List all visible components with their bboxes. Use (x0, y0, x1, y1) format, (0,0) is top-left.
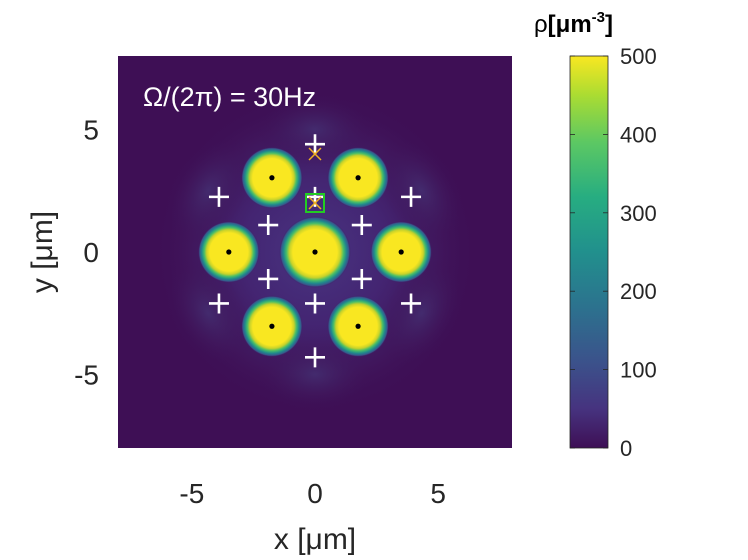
colorbar-title-unit: [μm (548, 11, 592, 38)
vortex-core-dot (355, 323, 361, 329)
plus-marker (351, 215, 372, 236)
colorbar-ticks: 500 400 300 200 100 0 (570, 44, 657, 461)
colorbar-title-exponent: -3 (592, 9, 605, 26)
halo-lobe (255, 92, 375, 167)
halo-lobe (164, 136, 252, 246)
plus-marker (258, 268, 279, 289)
cross-marker (308, 147, 322, 161)
square-marker-box (305, 193, 325, 213)
plus-marker (258, 215, 279, 236)
colorbar-tick-label: 500 (620, 44, 657, 69)
vortex-cores (226, 175, 404, 329)
colorbar-scale (569, 55, 609, 449)
halo-lobe (378, 136, 466, 246)
cross-marker (308, 196, 322, 210)
x-axis-label: x [μm] (274, 523, 356, 556)
colorbar-tick-label: 100 (620, 358, 657, 383)
plus-marker (305, 347, 325, 368)
plus-marker (208, 293, 229, 314)
vortex-core-dot (269, 175, 275, 181)
colorbar-tick-label: 0 (620, 436, 632, 461)
vortex-core-dot (312, 249, 318, 255)
halo-lobe (255, 337, 375, 412)
colorbar-title: ρ[μm-3] (534, 9, 613, 38)
y-axis-ticks: 5 0 -5 (74, 115, 99, 391)
colorbar-tick-label: 200 (620, 279, 657, 304)
y-tick-label: -5 (74, 360, 99, 391)
vortex-core-dot (355, 175, 361, 181)
colorbar-tick-label: 300 (620, 201, 657, 226)
plus-marker (305, 293, 325, 314)
y-axis-label: y [μm] (26, 211, 59, 293)
colorbar-title-close: ] (605, 11, 613, 38)
plus-marker (351, 268, 372, 289)
x-tick-label: -5 (179, 478, 204, 509)
plus-marker (208, 186, 229, 207)
plus-marker (305, 134, 325, 155)
plus-marker (401, 293, 422, 314)
y-tick-label: 5 (83, 115, 99, 146)
colorbar-tick-label: 400 (620, 122, 657, 147)
plus-markers (208, 134, 422, 368)
x-axis-ticks: -5 0 5 (179, 478, 445, 509)
cross-markers (308, 147, 322, 210)
halo-lobe (164, 258, 252, 368)
colorbar-title-symbol: ρ (534, 11, 548, 38)
y-tick-label: 0 (83, 237, 99, 268)
vortex-core-dot (269, 323, 275, 329)
plus-marker (401, 186, 422, 207)
rotation-annotation: Ω/(2π) = 30Hz (143, 82, 316, 112)
colorbar: 500 400 300 200 100 0 ρ[μm-3] (534, 9, 657, 461)
halo-lobe (378, 258, 466, 368)
x-tick-label: 5 (430, 478, 446, 509)
vortex-core-dot (398, 249, 404, 255)
square-marker (305, 193, 325, 213)
vortex-core-dot (226, 249, 232, 255)
heatmap-plot: Ω/(2π) = 30Hz (118, 56, 512, 448)
x-tick-label: 0 (307, 478, 323, 509)
